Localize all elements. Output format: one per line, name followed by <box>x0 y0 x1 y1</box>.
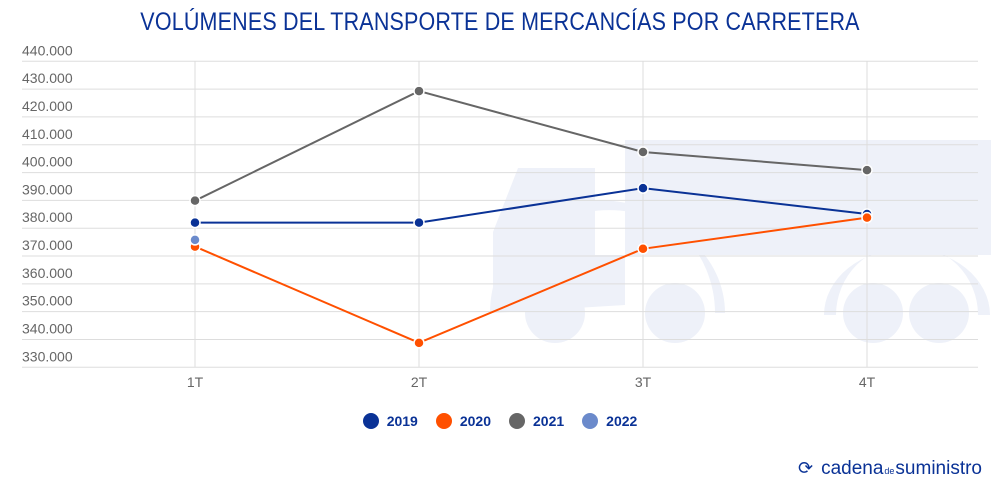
y-tick-label: 420.000 <box>22 98 73 114</box>
y-tick-label: 370.000 <box>22 237 73 253</box>
x-tick-label: 3T <box>635 374 652 390</box>
logo-text: cadena <box>821 458 884 479</box>
legend-item-2020[interactable]: 2020 <box>435 413 491 429</box>
series-line-2019 <box>195 187 868 224</box>
y-tick-label: 430.000 <box>22 70 73 86</box>
y-tick-label: 340.000 <box>22 320 73 336</box>
series-line-2020 <box>194 216 868 344</box>
data-point-2021 <box>189 194 201 207</box>
data-point-2020 <box>861 211 873 224</box>
legend-item-2021[interactable]: 2021 <box>509 413 564 429</box>
y-tick-label: 330.000 <box>22 348 73 364</box>
data-point-2021 <box>413 85 425 97</box>
x-tick-label: 1T <box>187 374 204 390</box>
y-tick-label: 440.000 <box>22 42 73 58</box>
refresh-arrows-icon: ⟳ <box>797 458 814 478</box>
data-point-2019 <box>413 216 425 229</box>
line-chart: 440.000 430.000 420.000 410.000 400.000 390.0… <box>22 42 991 390</box>
y-tick-label: 360.000 <box>22 265 73 281</box>
data-point-2019 <box>189 216 201 229</box>
data-point-2022 <box>189 234 201 246</box>
y-tick-label: 390.000 <box>22 181 73 197</box>
logo-text-suministro: suministro <box>895 458 982 479</box>
legend-marker-icon <box>582 413 599 429</box>
legend-label: 2019 <box>386 413 418 429</box>
legend-marker-icon <box>435 413 452 429</box>
x-tick-label: 4T <box>859 374 876 390</box>
data-point-2020 <box>637 243 649 255</box>
legend-marker-icon <box>362 413 379 429</box>
y-tick-label: 410.000 <box>22 126 73 142</box>
data-point-2021 <box>861 164 873 176</box>
logo-text-de: de <box>884 466 895 476</box>
data-point-2021 <box>637 146 649 158</box>
series-line-2021 <box>194 90 868 202</box>
legend-item-2019[interactable]: 2019 <box>362 413 418 429</box>
y-tick-label: 380.000 <box>22 209 73 225</box>
legend-label: 2022 <box>606 413 638 429</box>
y-tick-label: 350.000 <box>22 293 73 309</box>
legend-label: 2020 <box>459 413 491 429</box>
data-point-2020 <box>413 337 425 349</box>
y-tick-label: 400.000 <box>22 154 73 170</box>
legend-item-2022[interactable]: 2022 <box>582 413 637 429</box>
truck-watermark <box>490 140 991 343</box>
data-point-2019 <box>637 182 649 194</box>
cadena-de-suministro-logo: ⟳ cadena de suministro <box>798 458 982 480</box>
legend: 2019 2020 2021 2022 <box>0 413 1000 429</box>
legend-label: 2021 <box>533 413 565 429</box>
chart-title: VOLÚMENES DEL TRANSPORTE DE MERCANCÍAS P… <box>140 8 860 36</box>
legend-marker-icon <box>509 413 525 429</box>
x-tick-label: 2T <box>411 374 428 390</box>
